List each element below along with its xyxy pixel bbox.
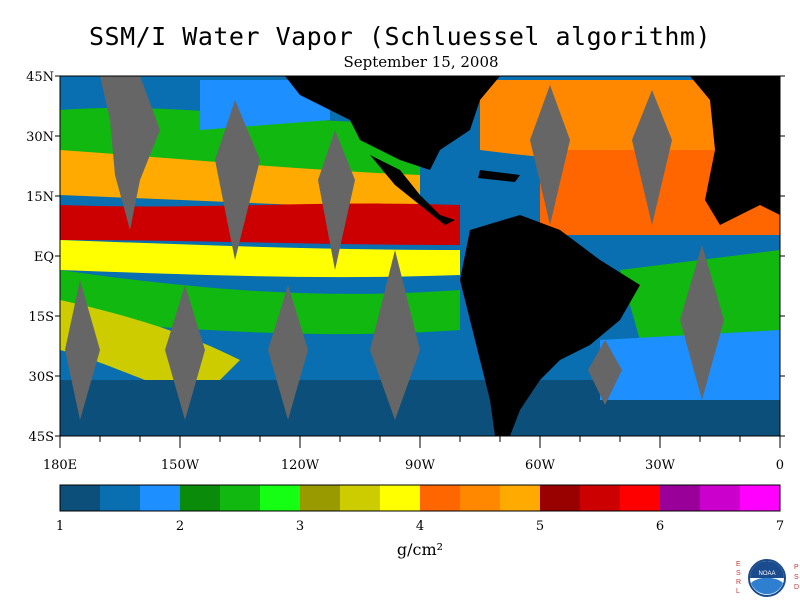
longitude-labels: 180E 150W 120W 90W 60W 30W 0 [43,458,784,473]
colorbar-frame [59,484,781,512]
colorbar-tick-label: 1 [56,519,64,534]
latitude-label: 45S [29,430,54,445]
colorbar-swatch [660,485,701,511]
colorbar-swatch [540,485,581,511]
longitude-label: 0 [776,458,784,473]
colorbar-swatch [420,485,461,511]
latitude-label: 30S [29,370,54,385]
colorbar-swatch [500,485,541,511]
band-yellow [60,240,460,278]
longitude-label: 150W [161,458,200,473]
latitude-labels: 45N 30N 15N EQ 15S 30S 45S [26,70,54,445]
colorbar-swatch [140,485,181,511]
colorbar-tick-label: 5 [536,519,544,534]
latitude-label: EQ [34,250,54,265]
band-green-south [60,270,460,335]
band-atlantic-blue [600,330,780,400]
latitude-label: 30N [26,130,54,145]
swath-gap [65,280,100,420]
swath-gap [100,76,160,230]
psd-letter: P [794,564,799,571]
colorbar-swatch [380,485,421,511]
longitude-ticks [59,436,781,448]
noaa-logo: E S R L NOAA P S D [736,559,799,597]
swath-gap [588,340,622,405]
colorbar-swatch [580,485,621,511]
noaa-emblem-sky [750,561,784,578]
noaa-emblem-wave [751,577,783,595]
colorbar-tick-labels: 1 2 3 4 5 6 7 [56,519,784,534]
colorbar-tick-label: 2 [176,519,184,534]
colorbar-swatch [100,485,141,511]
band-red-itcz [60,203,460,245]
colorbar-swatch [180,485,221,511]
esrl-letter: E [736,561,741,568]
colorbar-swatch [700,485,741,511]
north-america-land [285,76,500,170]
colorbar-tick-label: 4 [416,519,424,534]
swath-gap [318,130,355,270]
latitude-ticks [55,75,785,437]
colorbar-swatch [220,485,261,511]
colorbar-swatch [340,485,381,511]
noaa-badge-text: NOAA [758,571,775,577]
longitude-label: 180E [43,458,77,473]
swath-gap [268,285,308,420]
latitude-label: 15N [26,190,54,205]
longitude-label: 90W [405,458,436,473]
swath-gap [530,85,570,225]
longitude-label: 60W [525,458,556,473]
colorbar [59,484,781,512]
swath-gap [165,285,205,420]
colorbar-swatch [260,485,301,511]
longitude-label: 120W [281,458,320,473]
central-america-land [370,155,455,225]
esrl-letter: S [736,570,741,577]
colorbar-swatch [60,485,101,511]
swath-gap [215,100,260,260]
colorbar-units: g/cm² [396,540,444,559]
psd-letter: S [794,574,799,581]
colorbar-tick-label: 6 [656,519,664,534]
map-area [60,76,780,436]
colorbar-swatch [620,485,661,511]
colorbar-swatch [740,485,781,511]
south-america-land [460,215,640,436]
latitude-label: 15S [29,310,54,325]
chart-subtitle: September 15, 2008 [343,53,499,71]
swath-gap [632,90,672,225]
colorbar-swatch [460,485,501,511]
esrl-letter: L [736,588,740,595]
psd-letter: D [794,584,799,591]
africa-land [690,76,780,225]
colorbar-tick-label: 3 [296,519,304,534]
chart-title: SSM/I Water Vapor (Schluessel algorithm) [88,22,712,51]
latitude-label: 45N [26,70,54,85]
swath-gap [680,245,724,400]
caribbean-islands [478,170,520,182]
colorbar-swatch [300,485,341,511]
longitude-label: 30W [645,458,676,473]
swath-gap [370,250,420,420]
esrl-letter: R [736,579,741,586]
colorbar-tick-label: 7 [776,519,784,534]
